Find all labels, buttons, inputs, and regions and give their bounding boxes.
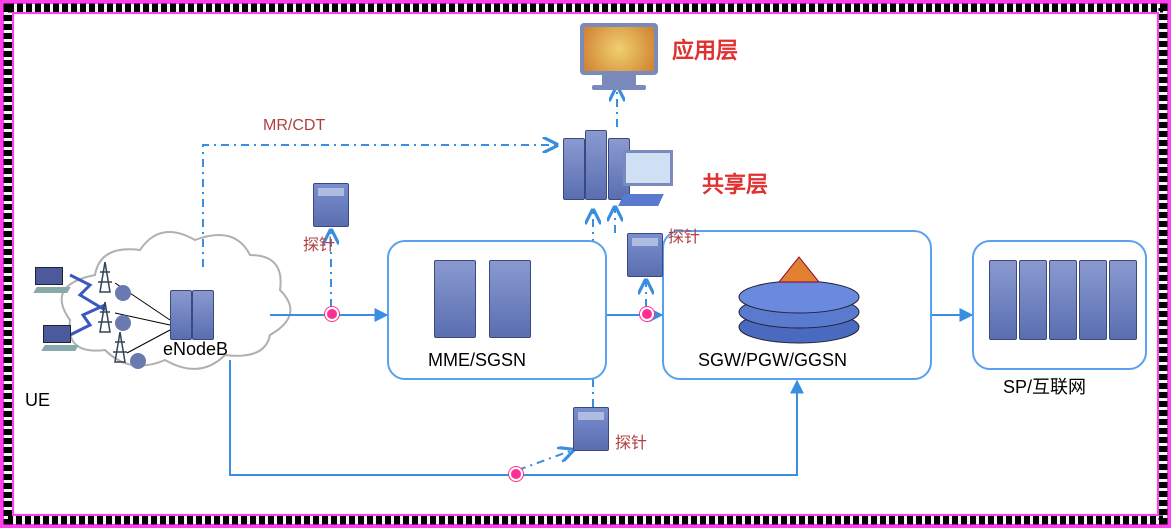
probe-icon xyxy=(313,183,349,227)
gear-icon xyxy=(130,353,146,369)
enodeb-server-icon xyxy=(192,290,214,340)
tap-point-icon xyxy=(509,467,523,481)
sp-label: SP/互联网 xyxy=(1003,373,1086,399)
monitor-icon xyxy=(580,23,658,90)
share-layer-label: 共享层 xyxy=(702,167,768,199)
gear-icon xyxy=(115,285,131,301)
sgw-label: SGW/PGW/GGSN xyxy=(698,350,847,371)
app-layer-label: 应用层 xyxy=(672,33,738,65)
probe-label: 探针 xyxy=(303,231,335,255)
tap-point-icon xyxy=(640,307,654,321)
probe-label: 探针 xyxy=(615,429,647,453)
enodeb-label: eNodeB xyxy=(163,339,228,360)
ue-icon xyxy=(35,267,69,293)
mr-cdt-label: MR/CDT xyxy=(263,117,325,135)
probe-icon xyxy=(573,407,609,451)
tower-icons xyxy=(90,250,160,365)
share-layer-servers xyxy=(563,130,630,200)
diagram-canvas: 应用层 共享层 MR/CDT 探针 探针 探针 UE eNodeB MME/SG… xyxy=(15,15,1156,513)
mme-label: MME/SGSN xyxy=(428,350,526,371)
gear-icon xyxy=(115,315,131,331)
probe-icon xyxy=(627,233,663,277)
sp-internet-node xyxy=(972,240,1147,370)
ue-label: UE xyxy=(25,390,50,411)
tap-point-icon xyxy=(325,307,339,321)
probe-label: 探针 xyxy=(668,223,700,247)
ue-icon xyxy=(43,325,77,351)
enodeb-server-icon xyxy=(170,290,192,340)
